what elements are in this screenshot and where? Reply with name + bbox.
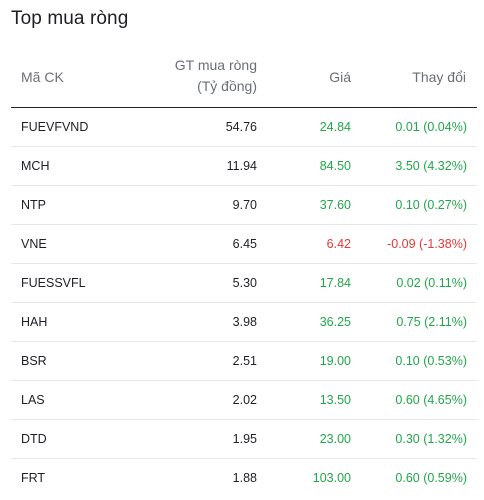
- price-change: 0.60 (0.59%): [395, 471, 467, 485]
- net-buy-value: 6.45: [232, 237, 257, 251]
- table-row[interactable]: FRT 1.88 103.00 0.60 (0.59%): [11, 459, 477, 497]
- table-header: Mã CK GT mua ròng (Tỷ đồng) Giá Thay đổi: [11, 52, 477, 108]
- table-row[interactable]: VNE 6.45 6.42 -0.09 (-1.38%): [11, 225, 477, 264]
- price-change: -0.09 (-1.38%): [387, 237, 467, 251]
- header-price[interactable]: Giá: [329, 69, 351, 85]
- price: 36.25: [319, 315, 351, 329]
- net-buy-value: 54.76: [225, 120, 257, 134]
- table-row[interactable]: NTP 9.70 37.60 0.10 (0.27%): [11, 186, 477, 225]
- header-change[interactable]: Thay đổi: [412, 69, 466, 85]
- net-buy-value: 2.02: [232, 393, 257, 407]
- net-buy-value: 1.88: [232, 471, 257, 485]
- price: 17.84: [319, 276, 351, 290]
- stock-code[interactable]: LAS: [21, 393, 45, 407]
- price-change: 0.02 (0.11%): [396, 276, 467, 290]
- table-body: FUEVFVND 54.76 24.84 0.01 (0.04%) MCH 11.94 84…: [11, 108, 477, 497]
- stock-code[interactable]: VNE: [21, 237, 47, 251]
- price-change: 0.60 (4.65%): [395, 393, 467, 407]
- price-change: 0.75 (2.11%): [396, 315, 467, 329]
- price-change: 0.10 (0.27%): [395, 198, 467, 212]
- table-row[interactable]: HAH 3.98 36.25 0.75 (2.11%): [11, 303, 477, 342]
- price: 24.84: [319, 120, 351, 134]
- net-buy-value: 9.70: [232, 198, 257, 212]
- price: 103.00: [312, 471, 351, 485]
- header-code[interactable]: Mã CK: [21, 69, 64, 85]
- net-buy-value: 2.51: [232, 354, 257, 368]
- price: 37.60: [319, 198, 351, 212]
- table-row[interactable]: DTD 1.95 23.00 0.30 (1.32%): [11, 420, 477, 459]
- price-change: 0.10 (0.53%): [395, 354, 467, 368]
- table-row[interactable]: LAS 2.02 13.50 0.60 (4.65%): [11, 381, 477, 420]
- price: 13.50: [319, 393, 351, 407]
- stock-code[interactable]: HAH: [21, 315, 48, 329]
- stock-code[interactable]: DTD: [21, 432, 47, 446]
- stock-code[interactable]: FUESSVFL: [21, 276, 86, 290]
- widget-title: Top mua ròng: [11, 8, 129, 29]
- price: 84.50: [319, 159, 351, 173]
- table-row[interactable]: FUESSVFL 5.30 17.84 0.02 (0.11%): [11, 264, 477, 303]
- net-buy-value: 3.98: [232, 315, 257, 329]
- net-buy-value: 11.94: [226, 159, 257, 173]
- stock-code[interactable]: MCH: [21, 159, 50, 173]
- stock-code[interactable]: FUEVFVND: [21, 120, 89, 134]
- stock-code[interactable]: NTP: [21, 198, 46, 212]
- stock-code[interactable]: FRT: [21, 471, 46, 485]
- price-change: 0.01 (0.04%): [395, 120, 467, 134]
- price: 6.42: [326, 237, 351, 251]
- table-row[interactable]: MCH 11.94 84.50 3.50 (4.32%): [11, 147, 477, 186]
- header-net-buy-value-label: GT mua ròng: [174, 57, 257, 73]
- stock-code[interactable]: BSR: [21, 354, 47, 368]
- price: 23.00: [319, 432, 351, 446]
- net-buy-value: 5.30: [232, 276, 257, 290]
- price-change: 0.30 (1.32%): [395, 432, 467, 446]
- table-row[interactable]: FUEVFVND 54.76 24.84 0.01 (0.04%): [11, 108, 477, 147]
- header-net-buy-value[interactable]: GT mua ròng (Tỷ đồng): [175, 55, 257, 97]
- price: 19.00: [319, 354, 351, 368]
- net-buy-value: 1.95: [232, 432, 257, 446]
- top-net-buy-table: Mã CK GT mua ròng (Tỷ đồng) Giá Thay đổi…: [11, 52, 477, 497]
- header-net-buy-value-unit: (Tỷ đồng): [197, 78, 257, 94]
- price-change: 3.50 (4.32%): [395, 159, 467, 173]
- table-row[interactable]: BSR 2.51 19.00 0.10 (0.53%): [11, 342, 477, 381]
